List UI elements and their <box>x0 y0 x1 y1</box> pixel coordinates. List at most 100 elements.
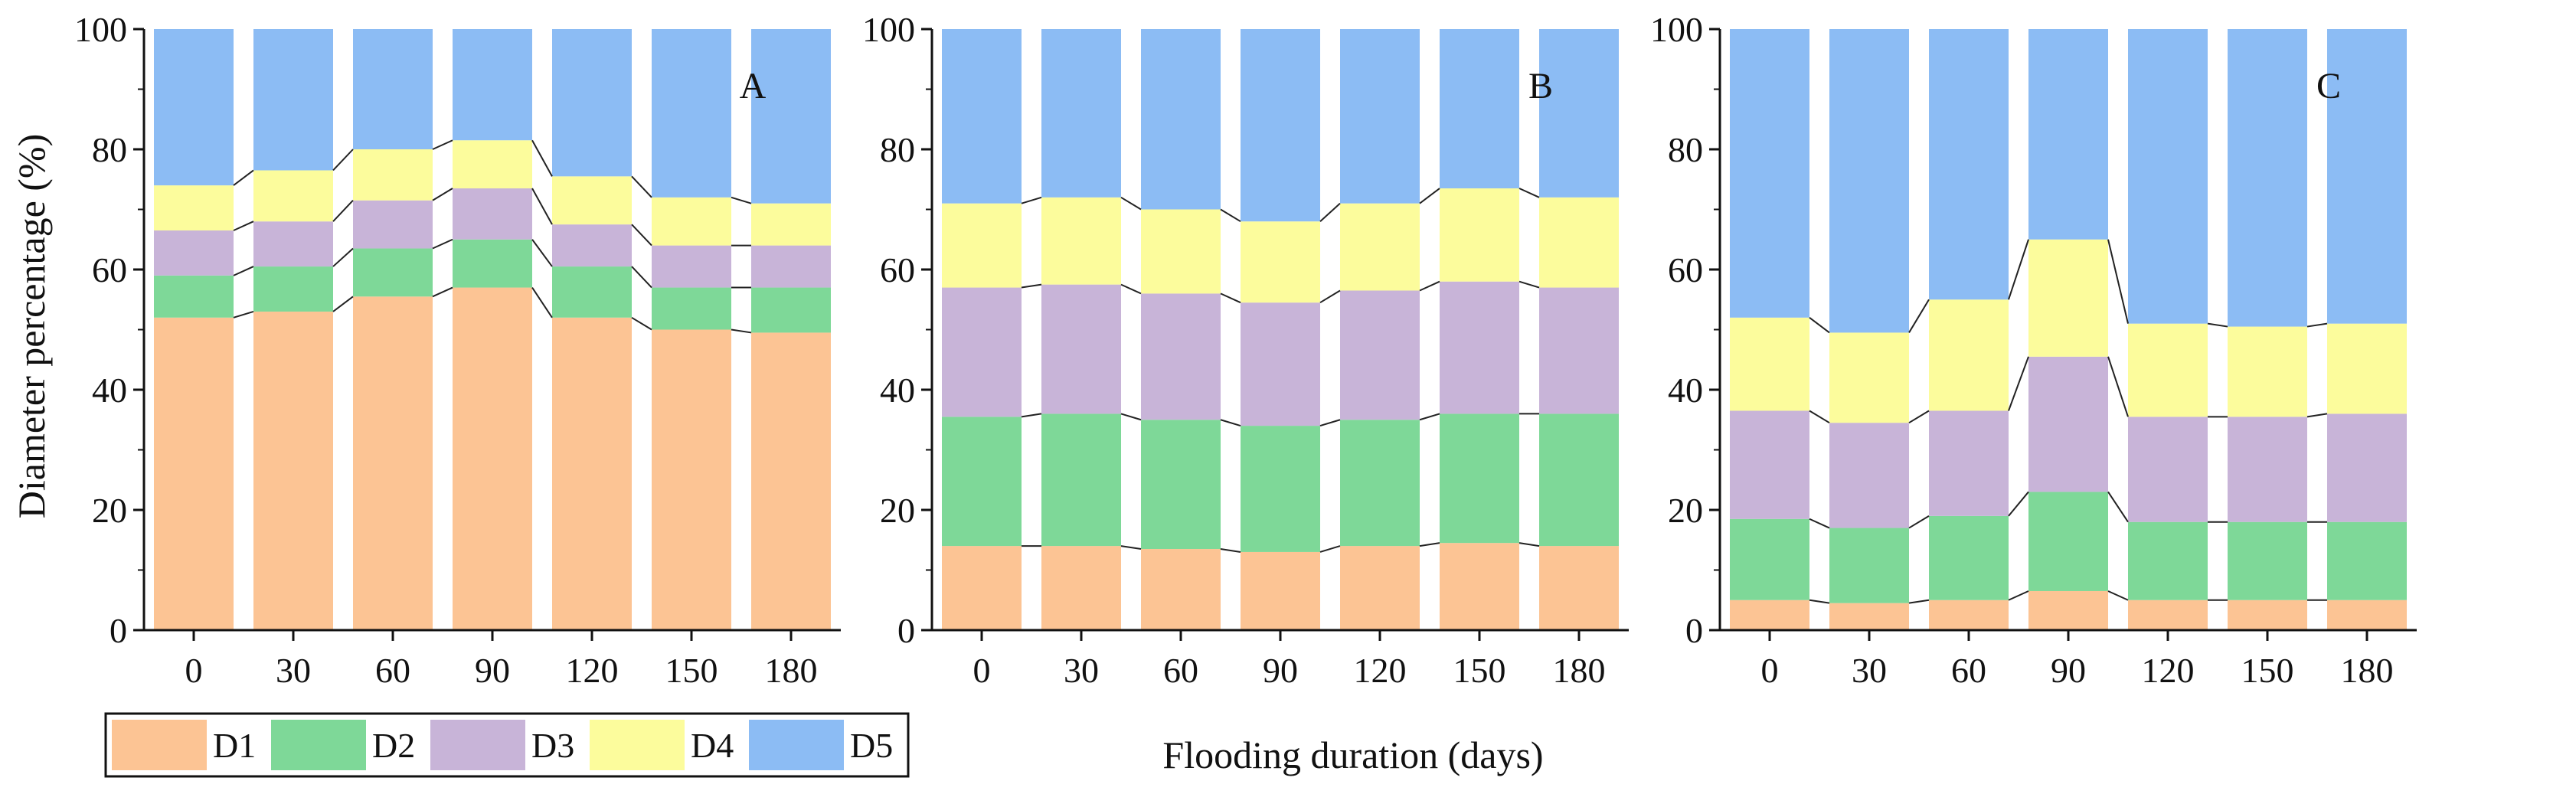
connector-C-D4-4 <box>2207 322 2228 328</box>
connector-B-D2-1 <box>1120 413 1142 421</box>
bar-B-D3-120 <box>1340 290 1420 420</box>
x-tick-label-A-120: 120 <box>566 651 619 690</box>
bar-B-D1-60 <box>1141 549 1221 630</box>
connector-C-D3-3 <box>2107 356 2129 417</box>
x-tick-label-C-0: 0 <box>1761 651 1779 690</box>
x-tick-label-A-150: 150 <box>665 651 718 690</box>
x-tick-label-C-180: 180 <box>2341 651 2394 690</box>
bar-A-D4-60 <box>353 149 433 201</box>
bar-A-D5-150 <box>652 29 731 198</box>
bar-A-D4-30 <box>253 170 333 222</box>
panel-label-C: C <box>2316 66 2341 106</box>
connector-C-D2-3 <box>2107 491 2129 523</box>
connector-A-D1-5 <box>731 328 752 334</box>
bar-A-D4-150 <box>652 197 731 246</box>
connector-B-D1-3 <box>1319 545 1341 553</box>
x-tick-label-B-120: 120 <box>1354 651 1407 690</box>
bar-C-D3-0 <box>1730 410 1809 519</box>
x-tick-label-A-180: 180 <box>765 651 818 690</box>
connector-B-D4-4 <box>1419 188 1440 204</box>
connector-A-D4-3 <box>531 139 553 177</box>
bar-C-D1-150 <box>2228 600 2307 630</box>
legend-swatch-D2 <box>271 720 366 770</box>
bar-B-D4-30 <box>1041 197 1121 285</box>
bar-C-D1-60 <box>1929 600 2009 630</box>
connector-B-D3-5 <box>1518 280 1540 289</box>
connector-A-D4-0 <box>233 169 254 186</box>
bar-A-D1-60 <box>353 296 433 630</box>
bar-A-D1-30 <box>253 311 333 630</box>
connector-A-D1-2 <box>432 286 453 298</box>
bar-C-D1-120 <box>2128 600 2208 630</box>
bar-A-D3-120 <box>552 224 632 267</box>
panel-A: 0 20 40 60 80 100 0 30 60 90 120 150 180 A <box>74 10 841 690</box>
panel-C: 0 20 40 60 80 100 0 30 60 90 120 150 180 C <box>1650 10 2417 690</box>
connector-B-D3-3 <box>1319 289 1341 304</box>
bar-B-D3-180 <box>1539 287 1619 414</box>
bar-C-D1-30 <box>1829 603 1909 630</box>
connector-C-D1-3 <box>2107 590 2129 601</box>
bar-C-D5-150 <box>2228 29 2307 327</box>
connector-B-D4-3 <box>1319 202 1341 222</box>
legend: D1 D2 D3 D4 D5 <box>104 712 910 778</box>
bar-C-D4-120 <box>2128 323 2208 417</box>
bar-B-D2-30 <box>1041 413 1121 547</box>
y-axis-title: Diameter percentage (%) <box>10 134 53 518</box>
bar-A-D3-150 <box>652 245 731 288</box>
bar-A-D1-150 <box>652 329 731 630</box>
bar-B-D3-90 <box>1241 302 1320 426</box>
connector-C-D4-5 <box>2306 322 2328 328</box>
panel-B: 0 20 40 60 80 100 0 30 60 90 120 150 180 B <box>862 10 1629 690</box>
connector-B-D1-5 <box>1518 542 1540 547</box>
connector-B-D4-1 <box>1120 196 1142 211</box>
bar-B-D2-150 <box>1440 413 1519 544</box>
connector-A-D1-4 <box>631 316 652 331</box>
connector-C-D2-1 <box>1908 515 1930 529</box>
bar-A-D3-90 <box>453 188 532 240</box>
y-tick-label-C-40: 40 <box>1668 371 1703 410</box>
connector-A-D3-0 <box>233 221 254 231</box>
connector-C-D4-0 <box>1809 317 1830 334</box>
y-tick-label-A-40: 40 <box>92 371 127 410</box>
x-tick-label-B-90: 90 <box>1263 651 1298 690</box>
bar-C-D4-60 <box>1929 299 2009 411</box>
bar-C-D2-30 <box>1829 528 1909 603</box>
connector-A-D4-5 <box>731 196 752 204</box>
connector-B-D3-2 <box>1220 292 1241 304</box>
x-tick-label-A-60: 60 <box>375 651 410 690</box>
connector-A-D3-4 <box>631 224 652 247</box>
y-tick-label-A-0: 0 <box>110 611 127 650</box>
legend-label-D2: D2 <box>372 726 415 765</box>
bar-B-D3-150 <box>1440 281 1519 414</box>
y-tick-label-B-60: 60 <box>880 250 915 289</box>
bar-C-D2-180 <box>2327 521 2407 600</box>
connector-C-D1-1 <box>1908 599 1930 604</box>
connector-A-D4-1 <box>332 149 354 172</box>
x-tick-label-A-90: 90 <box>475 651 510 690</box>
bar-B-D2-90 <box>1241 426 1320 552</box>
connector-A-D2-1 <box>332 247 354 267</box>
y-tick-label-A-100: 100 <box>74 10 127 49</box>
x-tick-label-A-30: 30 <box>276 651 311 690</box>
connector-A-D1-1 <box>332 296 354 312</box>
connector-B-D4-0 <box>1021 196 1042 204</box>
bar-A-D2-180 <box>751 287 831 333</box>
bar-A-D4-120 <box>552 176 632 225</box>
bar-A-D2-60 <box>353 248 433 297</box>
bar-A-D2-0 <box>154 275 234 318</box>
bar-B-D4-60 <box>1141 209 1221 294</box>
y-tick-label-B-40: 40 <box>880 371 915 410</box>
bar-A-D3-30 <box>253 221 333 267</box>
x-tick-label-C-150: 150 <box>2241 651 2294 690</box>
bar-C-D4-30 <box>1829 332 1909 423</box>
bar-B-D4-180 <box>1539 197 1619 288</box>
bar-B-D1-120 <box>1340 546 1420 630</box>
bar-A-D1-90 <box>453 287 532 630</box>
bar-B-D5-150 <box>1440 29 1519 189</box>
bar-A-D1-180 <box>751 332 831 630</box>
legend-label-D3: D3 <box>531 726 574 765</box>
bar-C-D2-150 <box>2228 521 2307 600</box>
bar-A-D4-0 <box>154 185 234 230</box>
connector-B-D1-4 <box>1419 542 1440 547</box>
